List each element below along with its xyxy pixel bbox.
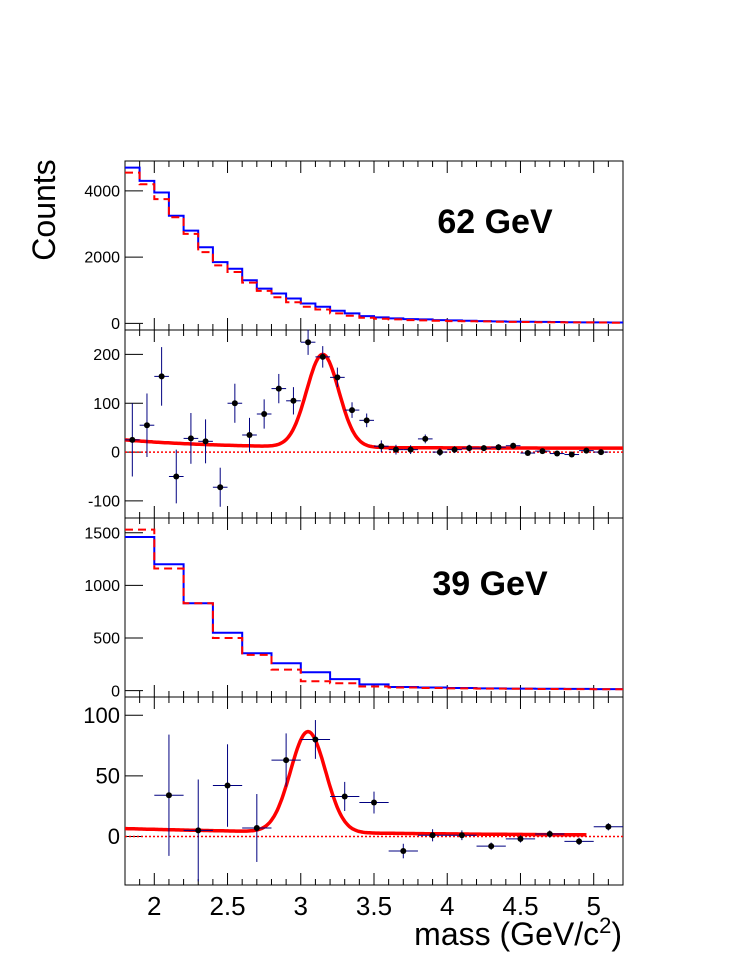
data-point bbox=[319, 353, 326, 360]
plot-frame bbox=[124, 160, 624, 331]
x-tick-label: 3 bbox=[294, 891, 308, 921]
y-tick-label: 0 bbox=[111, 445, 120, 462]
data-point bbox=[407, 446, 414, 453]
data-point bbox=[290, 397, 297, 404]
x-tick-label: 2.5 bbox=[209, 891, 245, 921]
data-point bbox=[253, 824, 260, 831]
data-point bbox=[246, 431, 253, 438]
data-point bbox=[583, 447, 590, 454]
x-tick-label: 5 bbox=[586, 891, 600, 921]
panel-39gev-signal: 0 50 100 bbox=[83, 696, 624, 886]
y-tick-label: 0 bbox=[111, 316, 120, 333]
x-tick-label: 3.5 bbox=[356, 891, 392, 921]
y-tick-label: 500 bbox=[93, 631, 120, 648]
data-point bbox=[378, 443, 385, 450]
y-tick-label: 50 bbox=[96, 764, 120, 789]
data-point bbox=[341, 793, 348, 800]
data-point bbox=[517, 835, 524, 842]
data-point bbox=[480, 445, 487, 452]
histogram-solid-blue bbox=[125, 536, 623, 691]
plot-frame bbox=[124, 696, 624, 886]
histogram-dashed-red bbox=[125, 528, 623, 691]
data-point bbox=[451, 446, 458, 453]
data-point bbox=[554, 450, 561, 457]
y-tick-label: 0 bbox=[108, 824, 120, 849]
data-point bbox=[568, 451, 575, 458]
histogram-dashed-red bbox=[125, 171, 623, 324]
data-point bbox=[605, 823, 612, 830]
plot-frame bbox=[124, 517, 624, 698]
y-tick-label: 0 bbox=[111, 683, 120, 700]
x-tick-label: 2 bbox=[147, 891, 161, 921]
x-axis-title: mass (GeV/c2) bbox=[414, 913, 622, 953]
data-point bbox=[546, 831, 553, 838]
data-point bbox=[283, 757, 290, 764]
data-point bbox=[158, 373, 165, 380]
data-point bbox=[363, 417, 370, 424]
data-point bbox=[224, 782, 231, 789]
data-point bbox=[539, 448, 546, 455]
data-point bbox=[231, 400, 238, 407]
data-point bbox=[598, 449, 605, 456]
panel-39gev-counts: 0 500 1000 1500 bbox=[84, 517, 624, 700]
data-point bbox=[261, 410, 268, 417]
data-point bbox=[466, 445, 473, 452]
plot-frame bbox=[124, 329, 624, 519]
y-tick-label: -100 bbox=[88, 494, 120, 511]
y-tick-label: 2000 bbox=[84, 250, 120, 267]
data-point bbox=[173, 473, 180, 480]
data-point bbox=[143, 422, 150, 429]
data-point bbox=[312, 736, 319, 743]
panel-62gev-counts: 0 2000 4000 bbox=[84, 160, 624, 333]
data-point bbox=[392, 446, 399, 453]
data-point bbox=[195, 827, 202, 834]
data-point bbox=[495, 444, 502, 451]
data-point bbox=[305, 339, 312, 346]
x-tick-labels: 2 2.5 3 3.5 4 4.5 5 bbox=[147, 891, 601, 921]
data-point bbox=[334, 374, 341, 381]
y-tick-label: 100 bbox=[83, 703, 120, 728]
panel-62gev-signal: -100 0 100 200 bbox=[88, 329, 624, 519]
x-tick-label: 4 bbox=[440, 891, 454, 921]
fit-curve bbox=[124, 352, 623, 450]
histogram-solid-blue bbox=[125, 166, 623, 324]
y-tick-label: 1500 bbox=[84, 525, 120, 542]
y-axis-title: Counts bbox=[26, 159, 62, 260]
data-point bbox=[275, 385, 282, 392]
data-point bbox=[576, 838, 583, 845]
y-tick-label: 200 bbox=[93, 347, 120, 364]
x-axis-title-superscript: 2 bbox=[599, 913, 611, 938]
data-point bbox=[349, 407, 356, 414]
data-point bbox=[488, 843, 495, 850]
y-tick-label: 100 bbox=[93, 396, 120, 413]
data-point bbox=[202, 438, 209, 445]
data-point bbox=[400, 848, 407, 855]
data-point bbox=[217, 484, 224, 491]
data-point bbox=[187, 435, 194, 442]
y-tick-label: 1000 bbox=[84, 578, 120, 595]
annotation-39gev: 39 GeV bbox=[432, 565, 548, 603]
data-point bbox=[429, 832, 436, 839]
y-tick-label: 4000 bbox=[84, 183, 120, 200]
x-tick-label: 4.5 bbox=[502, 891, 538, 921]
data-point bbox=[524, 450, 531, 457]
data-point bbox=[436, 449, 443, 456]
x-axis-title-main: mass (GeV/c bbox=[414, 916, 599, 952]
data-point bbox=[165, 792, 172, 799]
data-point bbox=[129, 436, 136, 443]
data-point bbox=[371, 799, 377, 806]
annotation-62gev: 62 GeV bbox=[437, 203, 553, 241]
fit-curve bbox=[125, 729, 587, 837]
data-point bbox=[458, 832, 465, 839]
data-point bbox=[422, 435, 429, 442]
x-axis-title-close: ) bbox=[611, 916, 622, 952]
data-point bbox=[510, 442, 517, 449]
